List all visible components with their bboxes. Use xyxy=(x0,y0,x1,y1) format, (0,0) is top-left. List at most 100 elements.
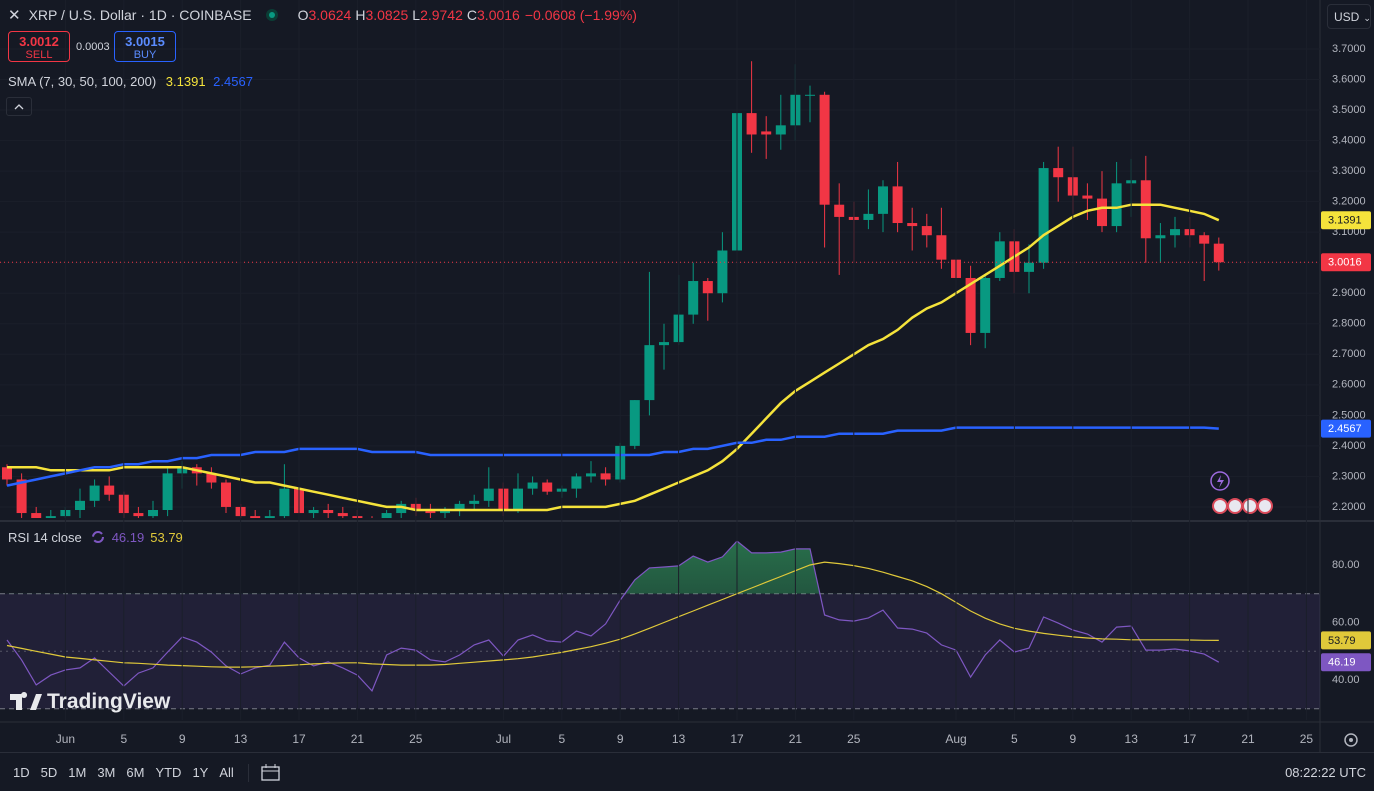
candle-body xyxy=(936,235,947,260)
logo-text: TradingView xyxy=(47,690,171,713)
y-tick-label: 3.3000 xyxy=(1332,165,1366,177)
rsi-value: 46.19 xyxy=(111,529,145,545)
ohlc-label: H xyxy=(355,7,366,23)
candle-body xyxy=(717,250,728,294)
price-tag-label: 53.79 xyxy=(1328,635,1356,647)
candle-body xyxy=(45,516,56,518)
y-tick-label: 2.4000 xyxy=(1332,440,1366,452)
candle-body xyxy=(834,204,845,217)
lightning-icon[interactable] xyxy=(1210,471,1230,491)
ohlc-label: L xyxy=(412,7,421,23)
range-button[interactable]: YTD xyxy=(155,765,182,780)
candle-body xyxy=(586,473,596,477)
sma-line xyxy=(6,426,1219,487)
price-tag xyxy=(1321,211,1371,230)
x-tick-label: 5 xyxy=(558,732,565,746)
event-flag[interactable] xyxy=(1257,498,1273,514)
event-flag[interactable] xyxy=(1242,498,1258,514)
symbol-header: ✕ XRP / U.S. Dollar · 1D · COINBASE O 3.0… xyxy=(8,6,637,24)
x-tick-label: Aug xyxy=(945,732,966,746)
rsi-title[interactable]: RSI 14 close xyxy=(8,529,82,545)
candle-body xyxy=(1199,235,1210,244)
buy-price: 3.0015 xyxy=(125,34,165,49)
event-flag[interactable] xyxy=(1212,498,1228,514)
buy-button[interactable]: 3.0015 BUY xyxy=(114,31,176,62)
x-tick-label: 17 xyxy=(730,732,744,746)
clock[interactable]: 08:22:22 UTC xyxy=(1285,765,1366,780)
y-tick-label: 2.6000 xyxy=(1332,379,1366,391)
event-flag[interactable] xyxy=(1227,498,1243,514)
range-button[interactable]: All xyxy=(219,765,234,780)
range-button[interactable]: 3M xyxy=(97,765,116,780)
candle-body xyxy=(600,473,611,480)
x-tick-label: 9 xyxy=(617,732,624,746)
candle-body xyxy=(133,513,144,517)
rsi-legend: RSI 14 close 46.19 53.79 xyxy=(8,529,183,545)
price-pane xyxy=(0,48,1320,518)
candle-body xyxy=(761,131,772,135)
price-tag xyxy=(1321,419,1371,438)
x-tick-label: 25 xyxy=(409,732,423,746)
candle-body xyxy=(629,400,640,446)
candle-body xyxy=(863,213,874,220)
currency-menu[interactable]: USD ⌄ xyxy=(1327,4,1371,29)
candle-body xyxy=(1213,243,1224,263)
candle-body xyxy=(250,516,261,518)
sma-title[interactable]: SMA (7, 30, 50, 100, 200) xyxy=(8,74,157,89)
high-value: 3.0825 xyxy=(365,7,409,23)
date-range-icon[interactable] xyxy=(260,763,282,783)
range-button[interactable]: 1Y xyxy=(192,765,209,780)
y-tick-label: 2.3000 xyxy=(1332,470,1366,482)
symbol-title[interactable]: XRP / U.S. Dollar · 1D · COINBASE xyxy=(28,7,252,23)
y-tick-label: 60.00 xyxy=(1332,616,1360,628)
candle-body xyxy=(907,223,918,227)
candle-body xyxy=(1170,229,1180,236)
market-status[interactable] xyxy=(265,9,278,21)
candle-body xyxy=(805,94,815,96)
sma-line xyxy=(7,203,1220,512)
x-tick-label: 5 xyxy=(120,732,127,746)
sell-label: SELL xyxy=(25,49,53,61)
bottom-toolbar: 1D 5D 1M 3M 6M YTD 1Y All 08:22:22 UTC xyxy=(0,752,1374,791)
y-tick-label: 2.5000 xyxy=(1332,409,1366,421)
rsi-line xyxy=(6,540,1220,693)
buy-label: BUY xyxy=(133,49,157,61)
price-tag xyxy=(1321,253,1371,272)
range-button[interactable]: 5D xyxy=(40,765,58,780)
y-tick-label: 2.2000 xyxy=(1332,501,1366,513)
y-tick-label: 2.9000 xyxy=(1332,287,1366,299)
x-tick-label: 17 xyxy=(1183,732,1197,746)
candle-body xyxy=(323,510,334,514)
price-tag-label: 3.0016 xyxy=(1328,257,1362,269)
collapse-legend[interactable] xyxy=(6,97,32,116)
y-tick-label: 2.8000 xyxy=(1332,318,1366,330)
lightning-glyph xyxy=(1217,475,1224,488)
candle-body xyxy=(819,94,830,205)
range-button[interactable]: 6M xyxy=(126,765,145,780)
loading-icon xyxy=(91,531,104,543)
candle-body xyxy=(221,482,231,507)
gear[interactable] xyxy=(1344,733,1358,747)
sma-value: 2.4567 xyxy=(213,74,253,89)
candle-body xyxy=(425,510,436,514)
settings-icon[interactable] xyxy=(1344,733,1358,747)
range-button[interactable]: 1M xyxy=(68,765,87,780)
price-tag xyxy=(1321,653,1371,672)
candle-body xyxy=(440,510,450,514)
x-tick-label: Jun xyxy=(56,732,75,746)
price-tag xyxy=(1321,631,1371,650)
x-tick-label: 21 xyxy=(351,732,365,746)
close-icon[interactable]: ✕ xyxy=(8,7,21,24)
sell-button[interactable]: 3.0012 SELL xyxy=(8,31,70,62)
candle-body xyxy=(892,186,903,224)
rsi-ma-line xyxy=(6,561,1219,668)
candle-body xyxy=(513,488,523,511)
candle-body xyxy=(206,473,217,483)
range-button[interactable]: 1D xyxy=(13,765,30,780)
candle-body xyxy=(980,277,991,333)
candle-body xyxy=(396,503,407,514)
ohlc-label: O xyxy=(297,7,309,23)
logo[interactable]: TradingView xyxy=(10,690,170,714)
candle-body xyxy=(31,513,42,518)
x-tick-label: 25 xyxy=(1300,732,1314,746)
